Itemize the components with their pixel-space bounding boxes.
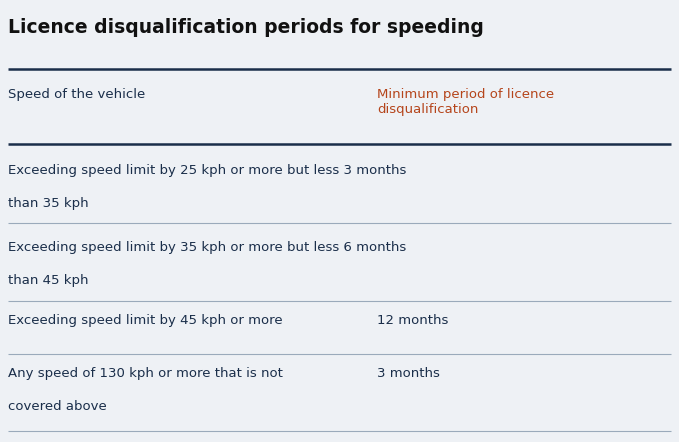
- Text: Minimum period of licence
disqualification: Minimum period of licence disqualificati…: [377, 88, 554, 116]
- Text: Exceeding speed limit by 35 kph or more but less 6 months: Exceeding speed limit by 35 kph or more …: [8, 241, 407, 254]
- Text: Speed of the vehicle: Speed of the vehicle: [8, 88, 145, 101]
- Text: Exceeding speed limit by 25 kph or more but less 3 months: Exceeding speed limit by 25 kph or more …: [8, 164, 407, 176]
- Text: than 45 kph: than 45 kph: [8, 274, 89, 287]
- Text: Any speed of 130 kph or more that is not: Any speed of 130 kph or more that is not: [8, 367, 283, 380]
- Text: 3 months: 3 months: [377, 367, 440, 380]
- Text: covered above: covered above: [8, 400, 107, 413]
- Text: than 35 kph: than 35 kph: [8, 197, 89, 210]
- Text: Licence disqualification periods for speeding: Licence disqualification periods for spe…: [8, 18, 484, 37]
- Text: 12 months: 12 months: [377, 314, 448, 327]
- Text: Exceeding speed limit by 45 kph or more: Exceeding speed limit by 45 kph or more: [8, 314, 282, 327]
